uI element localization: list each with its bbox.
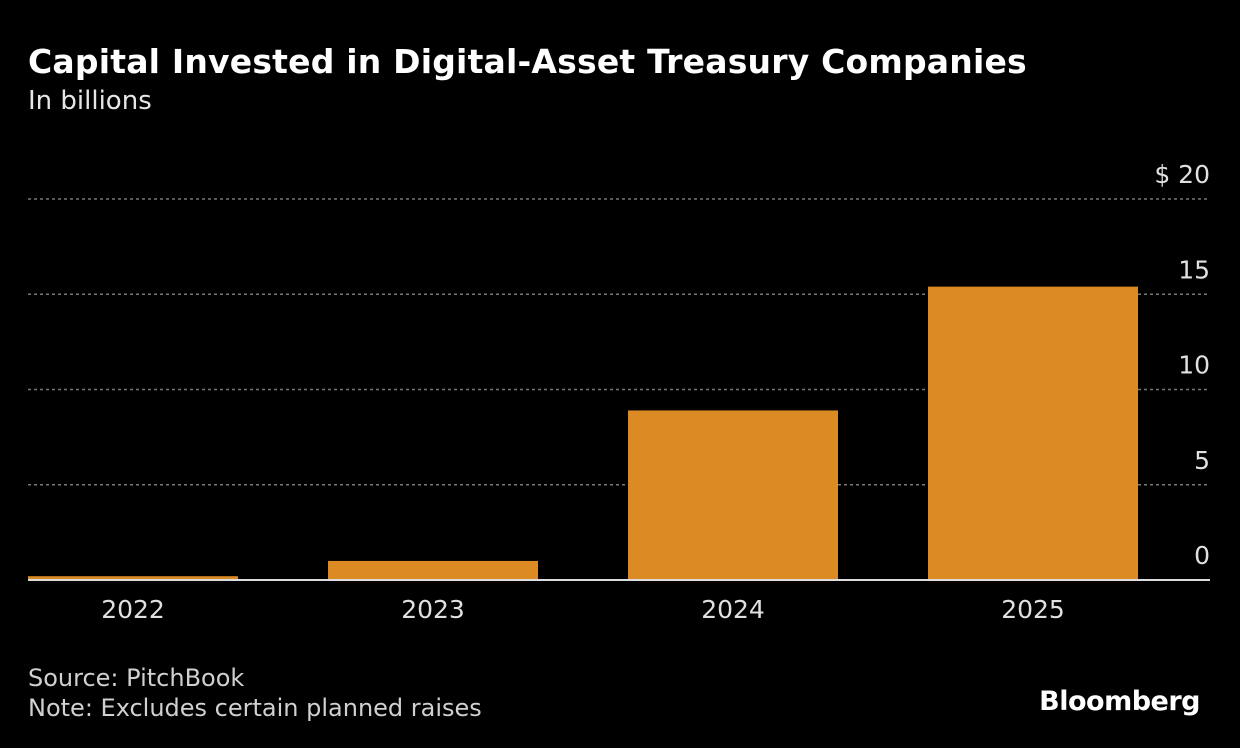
footnote: Note: Excludes certain planned raises <box>28 694 482 722</box>
chart-subtitle: In billions <box>28 86 152 116</box>
bloomberg-logo: Bloomberg <box>1039 686 1200 717</box>
bar-2022 <box>28 576 238 580</box>
source-note: Source: PitchBook <box>28 664 245 692</box>
bar-chart: 0 5 10 15 $ 20 2022 2023 2024 2025 <box>28 160 1210 624</box>
y-tick-label: 0 <box>1194 541 1210 570</box>
y-tick-label: 10 <box>1178 351 1210 380</box>
y-tick-label: 15 <box>1178 255 1210 284</box>
x-tick-label: 2022 <box>101 595 165 624</box>
bar-2024 <box>628 410 838 580</box>
bar-2025 <box>928 286 1138 580</box>
x-tick-label: 2024 <box>701 595 765 624</box>
x-tick-label: 2023 <box>401 595 465 624</box>
chart-title: Capital Invested in Digital-Asset Treasu… <box>28 42 1027 81</box>
y-tick-label: $ 20 <box>1154 160 1210 189</box>
bar-2023 <box>328 560 538 580</box>
y-tick-label: 5 <box>1194 446 1210 475</box>
x-tick-label: 2025 <box>1001 595 1065 624</box>
